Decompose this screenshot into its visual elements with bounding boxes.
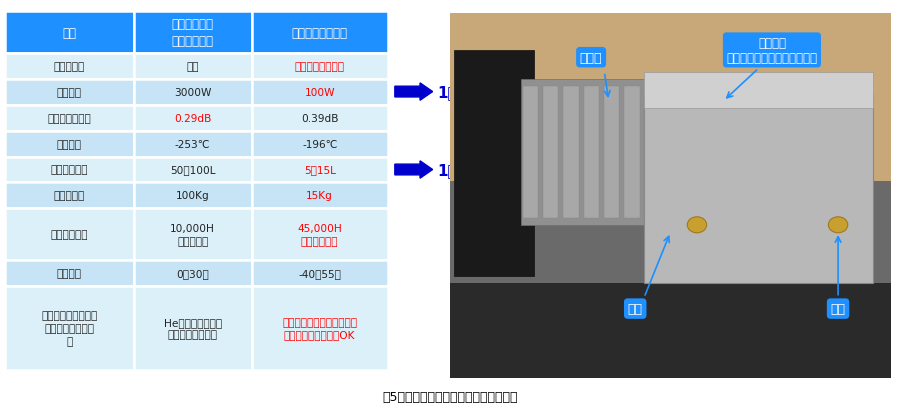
Text: 100W: 100W <box>304 88 335 97</box>
Text: 図5：新たに開発した小型受信機の特性: 図5：新たに開発した小型受信機の特性 <box>382 390 518 403</box>
Text: 50～100L: 50～100L <box>170 165 215 175</box>
Bar <box>450 182 891 283</box>
Text: 消費電力: 消費電力 <box>57 88 82 97</box>
Text: 1／10: 1／10 <box>437 163 478 178</box>
FancyArrow shape <box>395 161 433 179</box>
Bar <box>4 209 134 261</box>
Bar <box>563 87 579 218</box>
Bar <box>252 287 388 370</box>
Text: 冷凍機: 冷凍機 <box>580 52 602 64</box>
Bar <box>252 53 388 79</box>
Bar <box>4 131 134 157</box>
Text: なし: なし <box>186 62 199 71</box>
Bar <box>4 261 134 287</box>
Bar <box>604 87 619 218</box>
Bar <box>252 209 388 261</box>
Bar <box>252 79 388 105</box>
Text: 冷凍機とコンプレッ
サーの間のケーブ
ル: 冷凍機とコンプレッ サーの間のケーブ ル <box>41 311 97 346</box>
Text: 真空容器
（超伝導フィルタ＋増幅器）: 真空容器 （超伝導フィルタ＋増幅器） <box>726 37 817 65</box>
Text: 干渉波対策: 干渉波対策 <box>53 62 85 71</box>
Text: -196℃: -196℃ <box>302 139 338 149</box>
Bar <box>583 87 599 218</box>
Text: 出力: 出力 <box>627 302 643 316</box>
Text: 東芝の小型受信機: 東芝の小型受信機 <box>292 26 347 39</box>
Text: He用ケーブルと電
源ケーブルが必要: He用ケーブルと電 源ケーブルが必要 <box>164 317 221 339</box>
Text: 10,000H
（１年強）: 10,000H （１年強） <box>170 223 215 246</box>
Bar <box>252 12 388 53</box>
Bar <box>644 95 873 283</box>
Bar <box>134 12 252 53</box>
Circle shape <box>688 217 706 233</box>
Bar <box>134 209 252 261</box>
FancyArrow shape <box>395 84 433 101</box>
Text: 100Kg: 100Kg <box>176 191 210 201</box>
Bar <box>134 157 252 183</box>
Bar <box>134 183 252 209</box>
Text: 0～30度: 0～30度 <box>176 269 209 279</box>
Text: 5～15L: 5～15L <box>304 165 336 175</box>
Bar <box>134 287 252 370</box>
Bar <box>134 261 252 287</box>
Text: 入力: 入力 <box>831 302 846 316</box>
Bar <box>4 287 134 370</box>
Bar <box>450 14 891 189</box>
Bar <box>625 87 640 218</box>
Bar <box>520 80 688 225</box>
Bar <box>644 87 660 218</box>
Text: 項目: 項目 <box>62 26 77 39</box>
Bar <box>252 105 388 131</box>
Text: 45,000H
（５年程度）: 45,000H （５年程度） <box>297 223 342 246</box>
Text: 0.29dB: 0.29dB <box>174 113 212 123</box>
Bar <box>252 183 388 209</box>
Bar <box>252 131 388 157</box>
Bar <box>4 53 134 79</box>
Text: 3000W: 3000W <box>174 88 212 97</box>
Bar <box>252 261 388 287</box>
Text: 環境温度: 環境温度 <box>57 269 82 279</box>
Text: 連続稼働時間: 連続稼働時間 <box>50 230 88 240</box>
Bar <box>134 105 252 131</box>
Text: コンプレッサー一体のため
電源ケーブルのみでOK: コンプレッサー一体のため 電源ケーブルのみでOK <box>283 317 357 339</box>
Bar <box>4 105 134 131</box>
FancyBboxPatch shape <box>644 73 873 109</box>
Bar <box>523 87 538 218</box>
Bar <box>134 131 252 157</box>
Text: -253℃: -253℃ <box>175 139 211 149</box>
Bar <box>4 79 134 105</box>
Bar <box>450 276 891 378</box>
Bar <box>454 51 534 276</box>
Bar <box>4 12 134 53</box>
Text: 1／30: 1／30 <box>437 85 478 100</box>
Text: 0.39dB: 0.39dB <box>301 113 338 123</box>
Text: 15Kg: 15Kg <box>306 191 333 201</box>
Text: 超伝導フィルタ有: 超伝導フィルタ有 <box>294 62 345 71</box>
Text: -40～55度: -40～55度 <box>298 269 341 279</box>
Text: 動作温度: 動作温度 <box>57 139 82 149</box>
Text: 従来の受信機
（一例＊２）: 従来の受信機 （一例＊２） <box>172 18 213 47</box>
Bar <box>134 53 252 79</box>
Text: 冷凍機重量: 冷凍機重量 <box>53 191 85 201</box>
Bar <box>4 157 134 183</box>
Bar <box>543 87 559 218</box>
Circle shape <box>828 217 848 233</box>
Text: 受信機雑音指数: 受信機雑音指数 <box>47 113 91 123</box>
Bar <box>134 79 252 105</box>
Bar <box>665 87 680 218</box>
Text: 冷凍機サイズ: 冷凍機サイズ <box>50 165 88 175</box>
Bar <box>252 157 388 183</box>
Bar <box>4 183 134 209</box>
